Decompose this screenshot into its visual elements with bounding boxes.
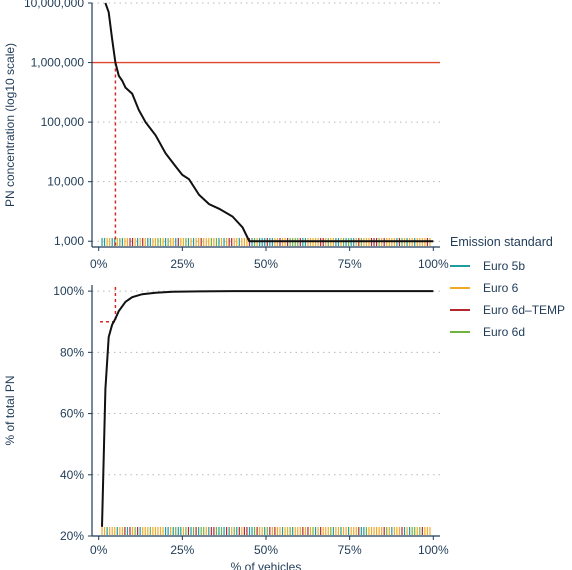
legend-entry-euro-5b: Euro 5b — [450, 259, 525, 273]
pn-concentration-chart: 1,000 10,000 100,000 1,000,000 10,000,000 0% 2… — [3, 0, 449, 271]
x-tick-label: 25% — [170, 543, 194, 557]
y-tick-label: 80% — [60, 345, 84, 359]
y-tick-label: 100,000 — [41, 115, 85, 129]
x-tick-label: 0% — [90, 543, 108, 557]
y-axis-title: PN concentration (log10 scale) — [3, 43, 17, 207]
y-tick-label: 20% — [60, 529, 84, 543]
y-tick-label: 1,000,000 — [31, 56, 85, 70]
x-tick-label: 0% — [90, 257, 108, 271]
y-tick-label: 60% — [60, 407, 84, 421]
legend-entry-euro-6: Euro 6 — [450, 281, 519, 295]
legend-entry-euro-6d-temp: Euro 6d–TEMP — [450, 303, 565, 317]
legend-entry-euro-6d: Euro 6d — [450, 325, 525, 339]
y-axis-title: % of total PN — [3, 375, 17, 445]
x-tick-label: 100% — [418, 257, 449, 271]
x-tick-label: 25% — [170, 257, 194, 271]
data-curve — [104, 2, 434, 243]
x-tick-label: 75% — [338, 257, 362, 271]
y-tick-label: 1,000 — [54, 234, 84, 248]
x-tick-label: 100% — [418, 543, 449, 557]
data-curve — [101, 290, 434, 527]
y-tick-label: 100% — [53, 284, 84, 298]
cumulative-pn-chart: 20% 40% 60% 80% 100% 0% 25% 50% 75% 100% % of tota… — [3, 284, 449, 570]
legend: Emission standard Euro 5b Euro 6 Euro 6d… — [450, 235, 565, 339]
legend-label: Euro 5b — [483, 259, 525, 273]
x-tick-label: 50% — [254, 257, 278, 271]
y-tick-label: 10,000,000 — [24, 0, 84, 10]
x-tick-label: 75% — [338, 543, 362, 557]
x-tick-label: 50% — [254, 543, 278, 557]
legend-label: Euro 6 — [483, 281, 519, 295]
legend-label: Euro 6d — [483, 325, 525, 339]
legend-label: Euro 6d–TEMP — [483, 303, 565, 317]
y-tick-label: 40% — [60, 468, 84, 482]
legend-title: Emission standard — [450, 235, 553, 249]
x-axis-title: % of vehicles — [231, 560, 302, 570]
y-tick-label: 10,000 — [47, 175, 84, 189]
